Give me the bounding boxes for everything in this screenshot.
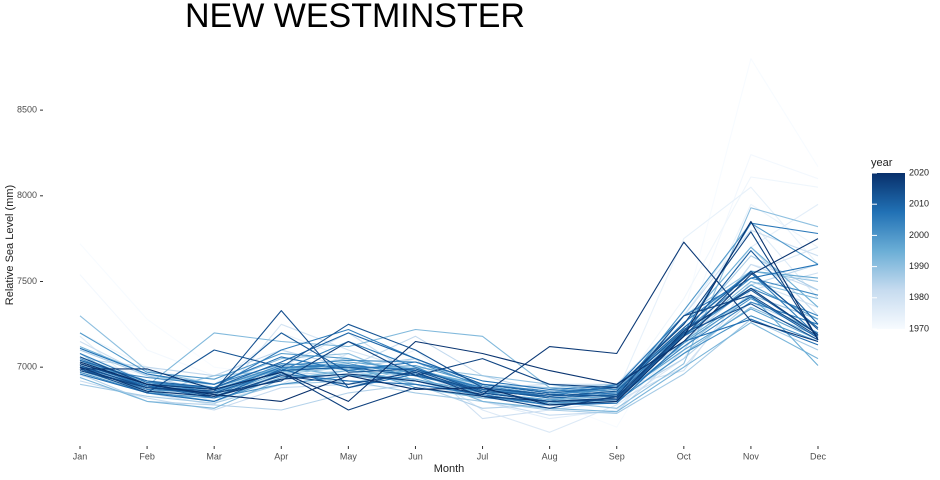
x-tick-label: Nov <box>743 451 760 461</box>
colorbar-tick-label: 1990 <box>909 261 929 271</box>
series-line <box>79 318 819 406</box>
series-line <box>79 287 819 411</box>
colorbar-tick-label: 1980 <box>909 292 929 302</box>
x-tick-label: Jul <box>477 451 489 461</box>
series-line <box>79 318 819 414</box>
series-line <box>79 220 819 406</box>
series-line <box>79 186 819 394</box>
x-tick-label: Jan <box>73 451 88 461</box>
chart-title: NEW WESTMINSTER <box>185 0 525 35</box>
y-tick-label: 8500 <box>17 104 37 114</box>
colorbar-tick-label: 2000 <box>909 230 929 240</box>
series-line <box>79 270 819 397</box>
series-line <box>79 272 819 394</box>
y-axis-title: Relative Sea Level (mm) <box>4 185 16 305</box>
x-tick-label: Feb <box>139 451 155 461</box>
series-line <box>79 303 819 402</box>
x-tick-label: Dec <box>810 451 827 461</box>
x-tick-label: Aug <box>542 451 558 461</box>
y-tick-label: 7500 <box>17 276 37 286</box>
colorbar-tick-label: 1970 <box>909 323 929 333</box>
x-tick-label: Apr <box>274 451 288 461</box>
series-line <box>79 263 819 433</box>
colorbar <box>872 173 905 329</box>
series-line <box>79 301 819 411</box>
x-tick-label: Oct <box>677 451 692 461</box>
series-line <box>79 241 819 397</box>
x-tick-label: Sep <box>609 451 625 461</box>
x-tick-label: Mar <box>206 451 222 461</box>
legend-title: year <box>871 157 893 169</box>
colorbar-tick-label: 2010 <box>909 199 929 209</box>
series-line <box>79 231 819 394</box>
x-tick-label: Jun <box>408 451 423 461</box>
series-line <box>80 238 819 402</box>
y-tick-label: 7000 <box>17 362 37 372</box>
x-axis-title: Month <box>434 463 465 475</box>
colorbar-tick-label: 2020 <box>909 167 929 177</box>
y-tick-label: 8000 <box>17 190 37 200</box>
x-tick-label: May <box>340 451 358 461</box>
series-line <box>79 294 819 409</box>
